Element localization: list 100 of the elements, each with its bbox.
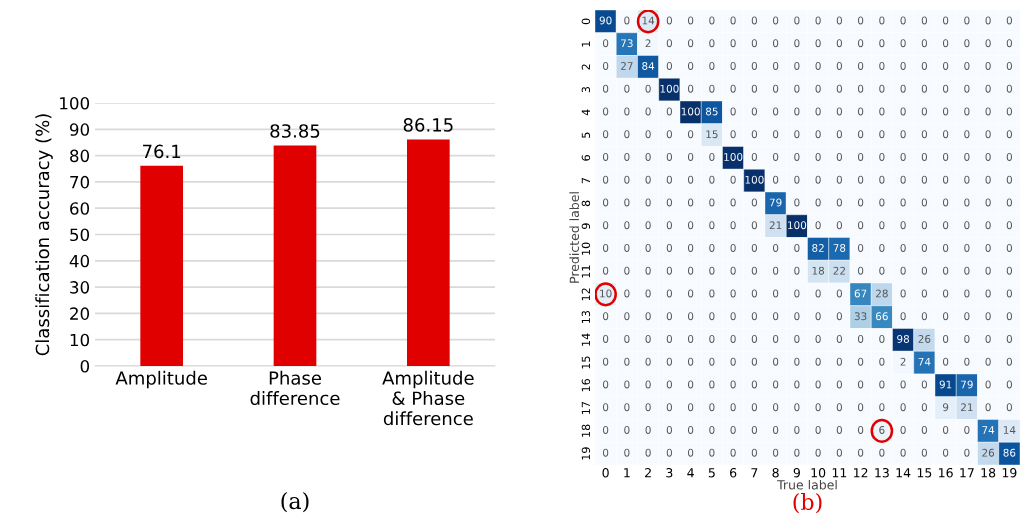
data-label: 0 bbox=[645, 266, 651, 275]
data-label: 0 bbox=[709, 62, 715, 70]
data-label: 0 bbox=[730, 357, 736, 366]
data-label: 0 bbox=[879, 266, 885, 275]
data-label: 0 bbox=[900, 198, 906, 207]
x-tick-label: Amplitude bbox=[115, 370, 207, 389]
data-label: 0 bbox=[815, 39, 821, 48]
text: (a) bbox=[281, 492, 309, 513]
data-label: 0 bbox=[730, 335, 736, 343]
data-label: 0 bbox=[1006, 221, 1012, 230]
data-label: 0 bbox=[751, 221, 757, 230]
data-label: 0 bbox=[709, 289, 715, 298]
data-label: 85 bbox=[705, 107, 718, 116]
x-tick-label: 6 bbox=[730, 468, 737, 478]
data-label: 0 bbox=[709, 16, 715, 25]
data-label: 0 bbox=[666, 62, 672, 70]
data-label: 0 bbox=[836, 448, 842, 457]
data-label: 0 bbox=[858, 107, 864, 116]
data-label: 0 bbox=[751, 289, 757, 298]
data-label: 0 bbox=[666, 130, 672, 139]
data-label: 0 bbox=[900, 107, 906, 116]
data-label: 0 bbox=[688, 448, 694, 457]
data-label: 0 bbox=[921, 289, 927, 298]
data-label: 0 bbox=[730, 16, 736, 25]
data-label: 0 bbox=[900, 62, 906, 70]
data-label: 0 bbox=[709, 403, 715, 412]
data-label: 0 bbox=[858, 198, 864, 207]
data-label: 100 bbox=[724, 153, 743, 161]
data-label: 0 bbox=[836, 312, 842, 321]
data-label: 0 bbox=[688, 16, 694, 25]
data-label: 0 bbox=[900, 39, 906, 48]
data-label: 0 bbox=[964, 130, 970, 139]
data-label: 0 bbox=[709, 39, 715, 48]
data-label: 0 bbox=[879, 244, 885, 252]
y-tick-label: 3 bbox=[581, 86, 591, 93]
data-label: 0 bbox=[624, 357, 630, 366]
data-label: 0 bbox=[900, 403, 906, 412]
data-label: 0 bbox=[603, 62, 609, 70]
data-label: 21 bbox=[769, 221, 782, 229]
data-label: 0 bbox=[709, 198, 715, 207]
data-label: 0 bbox=[645, 448, 651, 457]
data-label: 0 bbox=[985, 107, 991, 116]
data-label: 67 bbox=[854, 289, 867, 298]
data-label: 0 bbox=[943, 175, 949, 184]
data-label: 0 bbox=[858, 62, 864, 70]
data-label: 0 bbox=[879, 84, 885, 93]
data-label: 0 bbox=[794, 39, 800, 48]
data-label: 0 bbox=[1006, 175, 1012, 184]
y-tick-label: 15 bbox=[581, 356, 591, 369]
x-tick-label: 10 bbox=[811, 468, 826, 478]
data-label: 0 bbox=[879, 198, 885, 207]
x-tick-label: 14 bbox=[896, 468, 911, 478]
y-tick-label: 10 bbox=[70, 333, 90, 347]
data-label: 0 bbox=[730, 198, 736, 207]
data-label: 0 bbox=[773, 426, 779, 434]
data-label: 100 bbox=[788, 221, 807, 230]
data-label: 0 bbox=[921, 448, 927, 457]
data-label: 0 bbox=[836, 175, 842, 184]
data-label: 0 bbox=[943, 153, 949, 161]
data-label: 0 bbox=[815, 312, 821, 321]
data-label: 0 bbox=[624, 84, 630, 93]
y-tick-label: 9 bbox=[581, 223, 591, 229]
data-label: 0 bbox=[794, 289, 800, 298]
data-label: 0 bbox=[815, 107, 821, 116]
x-tick-label: 1 bbox=[624, 468, 630, 478]
data-label: 0 bbox=[1006, 130, 1012, 139]
data-label: 0 bbox=[666, 312, 672, 321]
x-tick-label: 8 bbox=[772, 468, 779, 478]
data-label: 14 bbox=[1003, 426, 1016, 434]
y-tick-label: 8 bbox=[581, 200, 591, 207]
data-label: 0 bbox=[603, 312, 609, 321]
data-label: 76.1 bbox=[143, 144, 181, 159]
data-label: 0 bbox=[836, 403, 842, 412]
x-tick-label: 17 bbox=[960, 468, 974, 478]
y-tick-label: 1 bbox=[581, 41, 590, 47]
data-label: 0 bbox=[688, 357, 694, 366]
data-label: 0 bbox=[985, 62, 991, 70]
data-label: 15 bbox=[706, 130, 718, 139]
x-tick-label: 13 bbox=[875, 468, 889, 478]
data-label: 0 bbox=[964, 221, 970, 230]
data-label: 0 bbox=[985, 175, 991, 184]
data-label: 0 bbox=[985, 289, 991, 298]
data-label: 100 bbox=[745, 175, 764, 184]
data-label: 0 bbox=[688, 335, 694, 343]
data-label: 0 bbox=[603, 448, 609, 457]
data-label: 0 bbox=[603, 403, 609, 412]
data-label: 0 bbox=[836, 84, 842, 93]
data-label: 0 bbox=[1006, 312, 1012, 321]
data-label: 0 bbox=[645, 84, 651, 93]
data-label: 0 bbox=[688, 426, 694, 434]
data-label: 0 bbox=[666, 16, 672, 25]
data-label: 0 bbox=[815, 448, 821, 457]
data-label: 0 bbox=[815, 289, 821, 298]
data-label: 0 bbox=[943, 221, 949, 230]
data-label: 0 bbox=[964, 153, 970, 161]
data-label: 0 bbox=[879, 62, 885, 70]
data-label: 0 bbox=[688, 403, 694, 412]
data-label: 0 bbox=[879, 153, 885, 161]
data-label: 0 bbox=[666, 175, 672, 184]
data-label: 0 bbox=[645, 130, 651, 139]
